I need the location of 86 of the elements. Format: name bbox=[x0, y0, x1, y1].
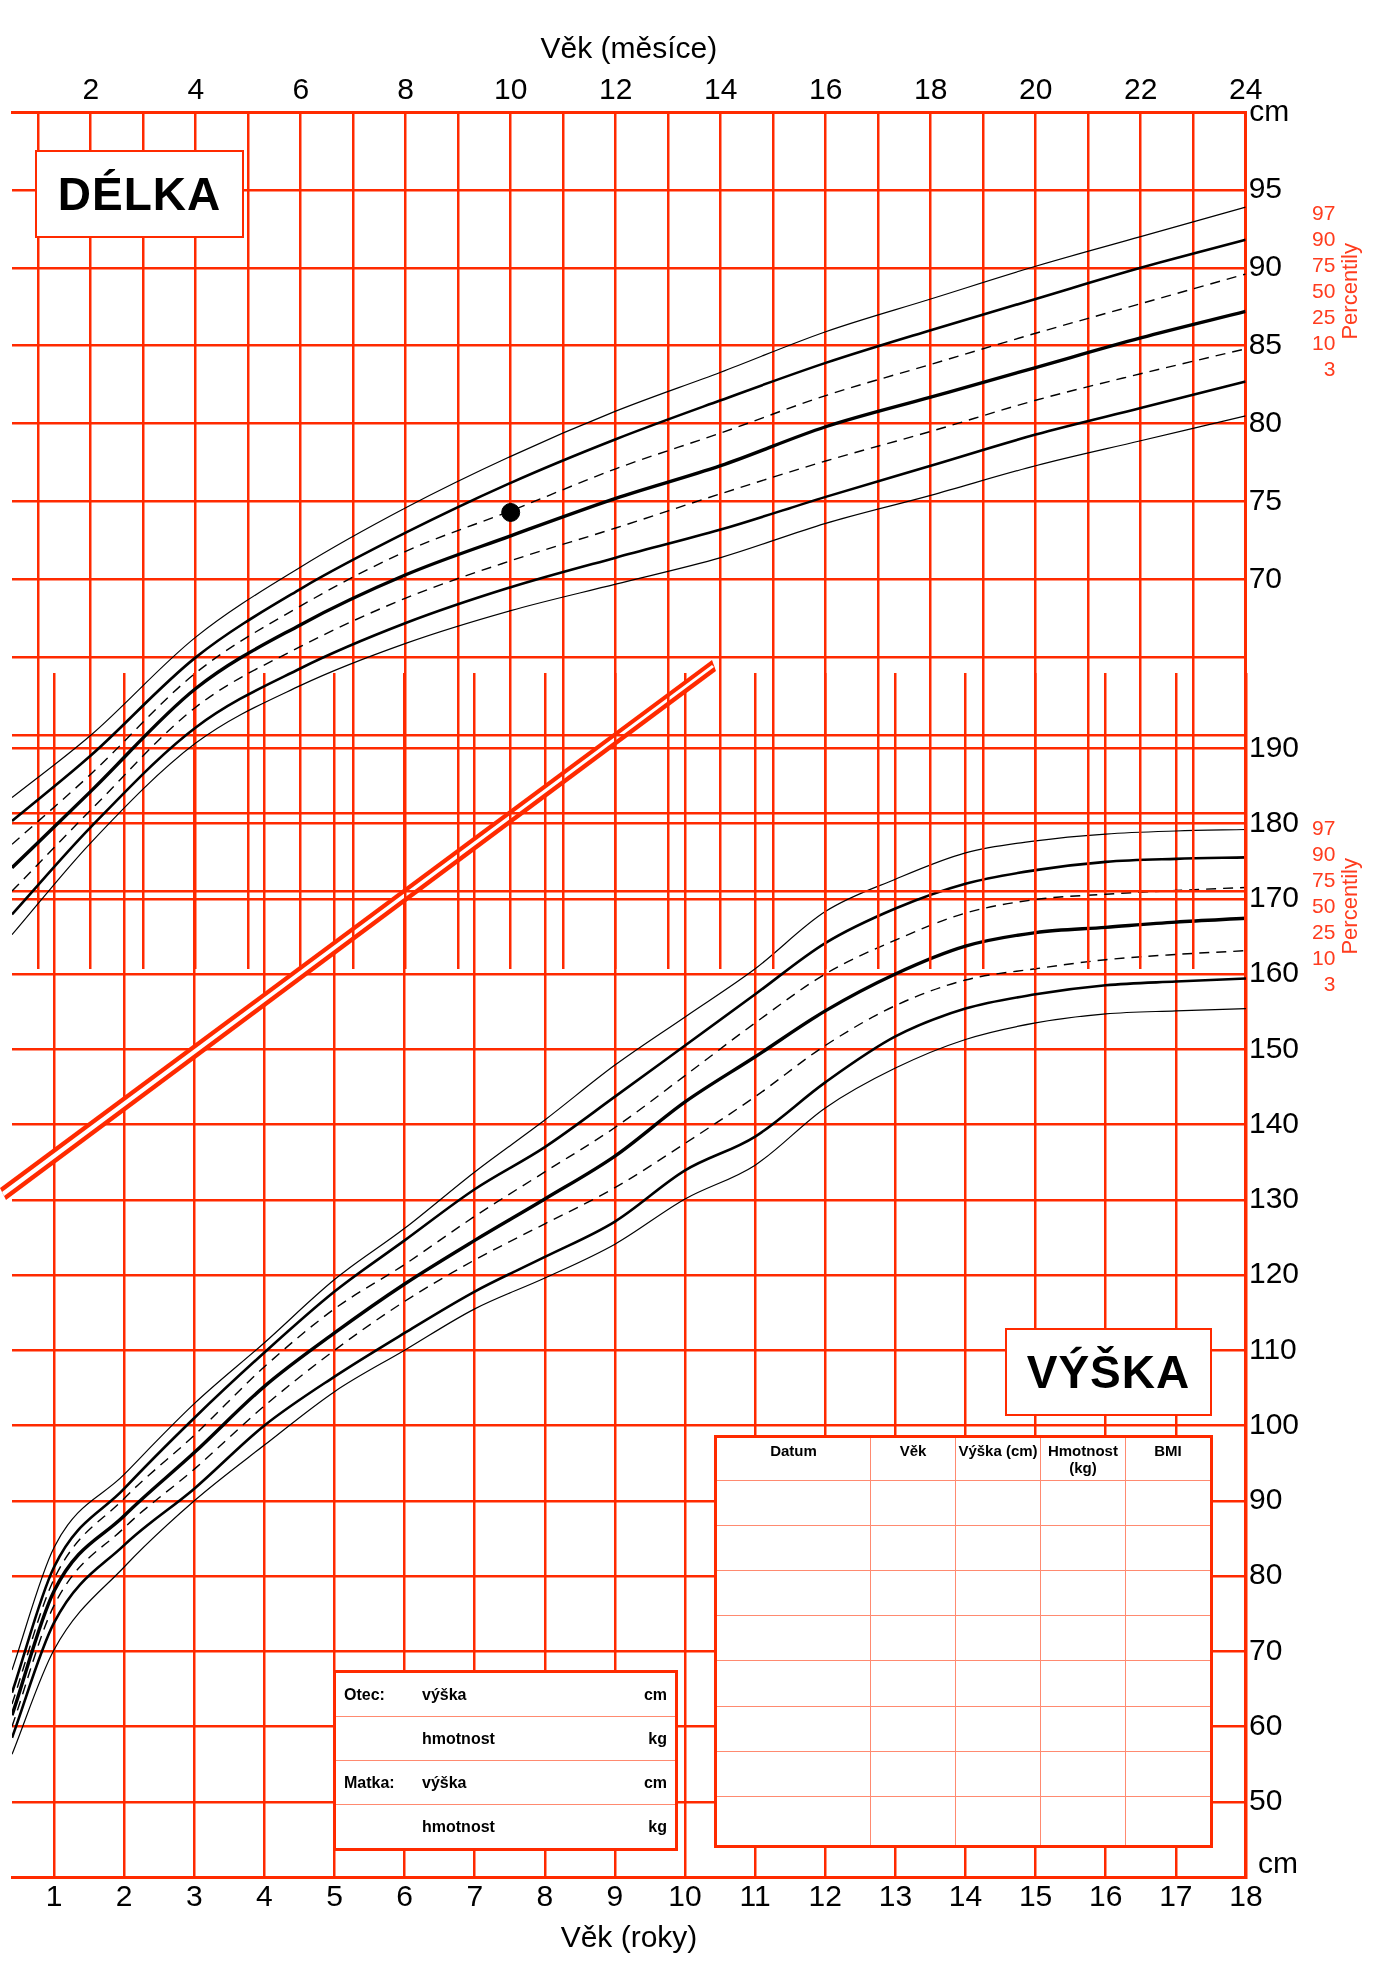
annotation: cm bbox=[619, 1760, 677, 1805]
x-tick-label: 14 bbox=[948, 1879, 983, 1913]
legend-title: Percentily bbox=[1337, 242, 1364, 340]
x-tick-label: 6 bbox=[292, 72, 310, 106]
x-tick-label: 4 bbox=[187, 72, 205, 106]
y-tick-label: 70 bbox=[1248, 560, 1283, 594]
x-tick-label: 2 bbox=[115, 1879, 133, 1913]
x-tick-label: 18 bbox=[913, 72, 948, 106]
label-box: DÉLKA bbox=[35, 150, 244, 238]
text: 90 bbox=[1312, 226, 1336, 252]
y-tick-label: 90 bbox=[1248, 1482, 1283, 1516]
annotation: Datum bbox=[770, 1442, 817, 1459]
y-tick-label: 150 bbox=[1248, 1030, 1300, 1064]
y-axis-title: cm bbox=[1257, 1846, 1298, 1880]
annotation: BMI bbox=[1154, 1442, 1182, 1459]
y-tick-label: 120 bbox=[1248, 1256, 1300, 1290]
x-axis-title: Věk (roky) bbox=[560, 1920, 698, 1954]
x-tick-label: 18 bbox=[1229, 1879, 1263, 1913]
annotation: cm bbox=[619, 1671, 677, 1717]
y-tick-label: 100 bbox=[1248, 1406, 1300, 1440]
annotation: Matka: bbox=[334, 1760, 414, 1805]
annotation: Výška (cm) bbox=[958, 1442, 1038, 1459]
y-tick-label: 110 bbox=[1248, 1331, 1297, 1365]
x-tick-label: 10 bbox=[668, 1879, 702, 1913]
text: 97 bbox=[1312, 815, 1336, 841]
text: 10 bbox=[1312, 330, 1336, 356]
y-tick-label: 70 bbox=[1248, 1632, 1283, 1666]
x-tick-label: 5 bbox=[326, 1879, 343, 1913]
y-tick-label: 50 bbox=[1248, 1783, 1283, 1817]
x-tick-label: 16 bbox=[1089, 1879, 1123, 1913]
x-tick-label: 15 bbox=[1018, 1879, 1053, 1913]
y-tick-label: 90 bbox=[1248, 249, 1283, 283]
y-tick-label: 180 bbox=[1248, 804, 1300, 838]
annotation: Otec: bbox=[334, 1671, 414, 1717]
annotation: Hmotnost (kg) bbox=[1046, 1442, 1119, 1476]
label-box: VÝŠKA bbox=[1005, 1328, 1212, 1416]
legend-title: Percentily bbox=[1337, 857, 1364, 955]
text: 10 bbox=[1312, 945, 1336, 971]
y-tick-label: 190 bbox=[1248, 729, 1300, 763]
x-tick-label: 8 bbox=[397, 72, 415, 106]
y-tick-label: 60 bbox=[1248, 1707, 1283, 1741]
y-tick-label: 85 bbox=[1248, 326, 1283, 360]
x-tick-label: 16 bbox=[808, 72, 843, 106]
x-tick-label: 20 bbox=[1018, 72, 1053, 106]
text: 90 bbox=[1312, 841, 1336, 867]
x-tick-label: 12 bbox=[599, 72, 633, 106]
y-tick-label: 80 bbox=[1248, 404, 1283, 438]
text: 97 bbox=[1312, 200, 1336, 226]
annotation: výška bbox=[414, 1760, 619, 1805]
text: 75 bbox=[1312, 867, 1336, 893]
x-tick-label: 11 bbox=[739, 1879, 771, 1913]
x-tick-label: 3 bbox=[185, 1879, 203, 1913]
y-tick-label: 170 bbox=[1248, 880, 1300, 914]
annotation: hmotnost bbox=[414, 1716, 619, 1761]
annotation: hmotnost bbox=[414, 1804, 619, 1850]
annotation: kg bbox=[619, 1716, 677, 1761]
y-tick-label: 130 bbox=[1248, 1181, 1300, 1215]
text: 75 bbox=[1312, 252, 1336, 278]
x-axis-title: Věk (měsíce) bbox=[540, 31, 718, 65]
x-tick-label: 4 bbox=[256, 1879, 273, 1913]
text: 25 bbox=[1312, 919, 1336, 945]
x-tick-label: 2 bbox=[82, 72, 100, 106]
x-tick-label: 8 bbox=[536, 1879, 554, 1913]
x-tick-label: 7 bbox=[466, 1879, 484, 1913]
x-tick-label: 13 bbox=[878, 1879, 913, 1913]
text: 3 bbox=[1323, 356, 1336, 382]
x-tick-label: 22 bbox=[1123, 72, 1158, 106]
text: 3 bbox=[1323, 971, 1336, 997]
y-tick-label: 160 bbox=[1248, 955, 1300, 989]
x-tick-label: 17 bbox=[1159, 1879, 1193, 1913]
x-tick-label: 6 bbox=[396, 1879, 413, 1913]
y-tick-label: 75 bbox=[1248, 482, 1283, 516]
y-tick-label: 95 bbox=[1248, 171, 1283, 205]
annotation: kg bbox=[619, 1804, 677, 1850]
y-tick-label: 140 bbox=[1248, 1105, 1300, 1139]
x-tick-label: 10 bbox=[494, 72, 528, 106]
text: 25 bbox=[1312, 304, 1336, 330]
text: 50 bbox=[1312, 278, 1336, 304]
y-tick-label: 80 bbox=[1248, 1557, 1283, 1591]
text: 50 bbox=[1312, 893, 1336, 919]
annotation: výška bbox=[414, 1671, 619, 1717]
x-tick-label: 12 bbox=[808, 1879, 842, 1913]
annotation: Věk bbox=[899, 1442, 927, 1459]
x-tick-label: 14 bbox=[703, 72, 738, 106]
x-tick-label: 1 bbox=[45, 1879, 63, 1913]
x-tick-label: 9 bbox=[606, 1879, 624, 1913]
